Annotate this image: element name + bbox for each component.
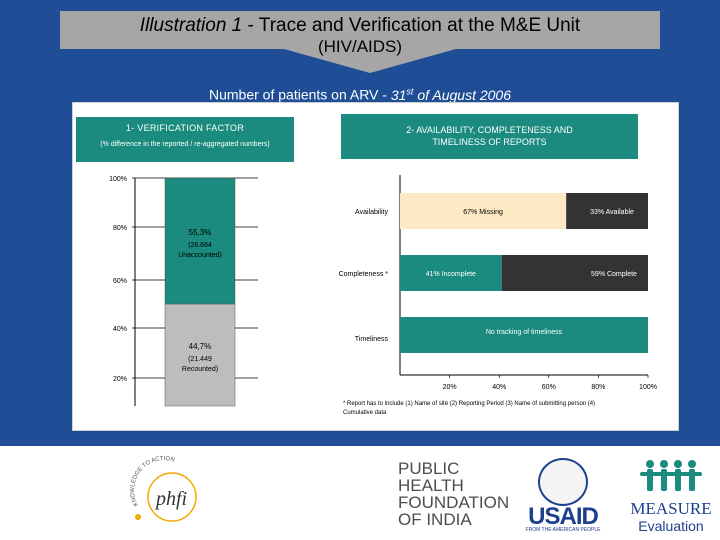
verification-subtitle: (% difference in the reported / re-aggre… bbox=[100, 141, 270, 148]
bar-label: 59% Complete bbox=[591, 271, 637, 278]
bar-segment-0-0 bbox=[400, 193, 567, 229]
subtitle-rest: of August 2006 bbox=[413, 86, 511, 103]
footnote-line1: * Report has to include (1) Name of site… bbox=[343, 401, 596, 407]
title-banner bbox=[60, 11, 660, 49]
subtitle-prefix: Number of patients on ARV - bbox=[209, 86, 391, 103]
title-arrow-shape bbox=[284, 49, 456, 73]
y-tick-label: 60% bbox=[113, 278, 127, 285]
bar-sublabel: Unaccounted) bbox=[178, 252, 222, 259]
title-line-1: Illustration 1 - Trace and Verification … bbox=[60, 15, 660, 37]
footnote-line2: Cumulative data bbox=[343, 410, 387, 416]
bar-label: 67% Missing bbox=[463, 209, 503, 216]
logo-strip bbox=[0, 446, 720, 540]
bar-segment-2-0 bbox=[400, 317, 648, 353]
bar-segment-1 bbox=[164, 303, 236, 407]
usaid-logo-text: USAID bbox=[528, 503, 599, 530]
verification-factor-box: 1- VERIFICATION FACTOR (% difference in … bbox=[76, 117, 294, 162]
phfi-name: PUBLIC HEALTH FOUNDATION OF INDIA bbox=[398, 460, 509, 528]
bar-segment-1-1 bbox=[501, 255, 648, 291]
x-tick-label: 20% bbox=[443, 384, 457, 391]
row-label: Timeliness bbox=[355, 336, 389, 343]
title-rest: - Trace and Verification at the M&E Unit bbox=[242, 15, 581, 36]
bar-label: 44,7% bbox=[189, 342, 212, 351]
y-tick-label: 80% bbox=[113, 225, 127, 232]
bar-label: 41% Incomplete bbox=[426, 271, 476, 278]
phfi-line-3: FOUNDATION bbox=[398, 493, 510, 512]
measure-logo-text: MEASURE bbox=[630, 499, 712, 518]
row-label: Completeness * bbox=[339, 271, 389, 278]
bar-label: 33% Available bbox=[590, 209, 634, 216]
y-tick-label: 40% bbox=[113, 326, 127, 333]
bar-segment-0-1 bbox=[566, 193, 648, 229]
reports-title-line1: 2- AVAILABILITY, COMPLETENESS AND bbox=[406, 125, 573, 135]
bar-label: 55,3% bbox=[189, 228, 212, 237]
bar-segment-1-0 bbox=[400, 255, 502, 291]
footnote: * Report has to include (1) Name of site… bbox=[343, 400, 673, 418]
bar-sublabel: (26.664 bbox=[188, 242, 212, 249]
reports-title: 2- AVAILABILITY, COMPLETENESS AND TIMELIN… bbox=[351, 124, 628, 148]
y-tick-label: 20% bbox=[113, 376, 127, 383]
usaid-seal-icon bbox=[538, 458, 588, 506]
x-tick-label: 60% bbox=[542, 384, 556, 391]
verification-title: 1- VERIFICATION FACTOR bbox=[125, 123, 245, 133]
subtitle-day-suffix: st bbox=[406, 86, 414, 96]
x-tick-label: 100% bbox=[639, 384, 657, 391]
x-tick-label: 80% bbox=[591, 384, 605, 391]
evaluation-logo-text: Evaluation bbox=[638, 518, 704, 534]
bar-label: No tracking of timeliness bbox=[486, 329, 563, 336]
title-italic: Illustration 1 bbox=[139, 15, 243, 36]
x-tick-label: 40% bbox=[492, 384, 506, 391]
y-tick-label: 100% bbox=[109, 176, 127, 183]
phfi-line-2: HEALTH bbox=[398, 476, 464, 495]
phfi-mark: phfi bbox=[154, 488, 187, 510]
phfi-logo-icon: KNOWLEDGE TO ACTION phfi bbox=[130, 456, 197, 522]
reports-box: 2- AVAILABILITY, COMPLETENESS AND TIMELIN… bbox=[341, 114, 638, 159]
reports-title-line2: TIMELINESS OF REPORTS bbox=[432, 137, 547, 147]
phfi-line-4: OF INDIA bbox=[398, 510, 472, 529]
title-line-2: (HIV/AIDS) bbox=[317, 37, 403, 56]
phfi-line-1: PUBLIC bbox=[398, 459, 460, 478]
bar-segment-0 bbox=[164, 177, 236, 305]
chart-subtitle: Number of patients on ARV - 31st of Augu… bbox=[0, 86, 720, 103]
measure-people-icon bbox=[640, 460, 702, 491]
bar-sublabel: (21.449 bbox=[188, 356, 212, 363]
row-label: Availability bbox=[355, 209, 388, 216]
usaid-tagline: FROM THE AMERICAN PEOPLE bbox=[525, 527, 601, 533]
bar-sublabel: Recounted) bbox=[182, 366, 218, 373]
subtitle-day: 31 bbox=[390, 86, 407, 103]
